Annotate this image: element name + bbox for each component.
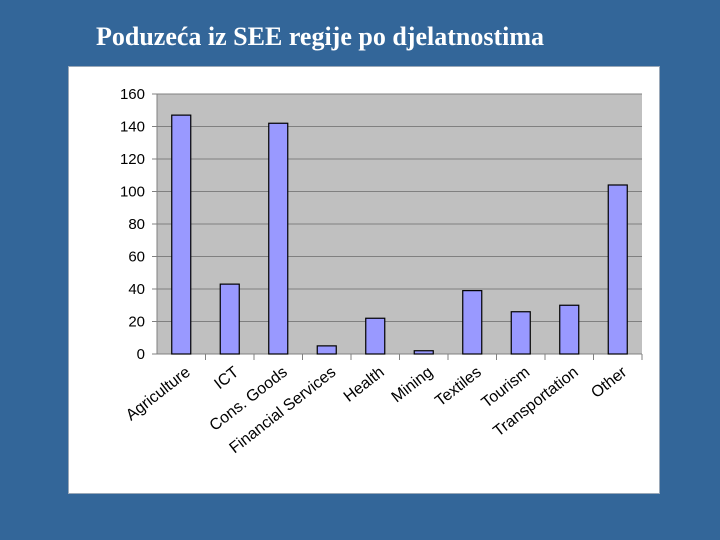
bar-cons-goods xyxy=(268,122,289,355)
x-tick-label: Agriculture xyxy=(123,364,194,425)
x-tick-label: Health xyxy=(341,364,388,406)
y-tick-label: 40 xyxy=(128,281,145,298)
x-tick-label: Mining xyxy=(389,364,437,406)
x-tick-label: Textiles xyxy=(432,364,485,410)
y-tick-label: 140 xyxy=(120,119,145,136)
bar-transportation xyxy=(559,304,580,355)
y-tick-label: 20 xyxy=(128,314,145,331)
bar-other xyxy=(607,184,628,355)
y-tick-label: 100 xyxy=(120,184,145,201)
x-tick-label: ICT xyxy=(211,364,242,393)
chart-panel: 0 20 40 60 80 100 120 140 160 Agriculture ICT Cons… xyxy=(68,66,660,494)
bar-mining xyxy=(413,350,434,355)
x-tick-label: Transportation xyxy=(490,364,581,441)
bar-health xyxy=(365,317,386,355)
y-tick-label: 80 xyxy=(128,216,145,233)
y-tick-label: 0 xyxy=(137,346,145,363)
bar-textiles xyxy=(462,290,483,355)
bar-agriculture xyxy=(171,114,192,355)
y-tick-label: 60 xyxy=(128,249,145,266)
y-tick-label: 160 xyxy=(120,86,145,103)
y-tick-label: 120 xyxy=(120,151,145,168)
bar-ict xyxy=(219,283,240,355)
slide-title: Poduzeća iz SEE regije po djelatnostima xyxy=(96,22,544,51)
x-tick-label: Other xyxy=(588,363,631,401)
bar-financial-services xyxy=(316,345,337,355)
bar-tourism xyxy=(510,311,531,355)
